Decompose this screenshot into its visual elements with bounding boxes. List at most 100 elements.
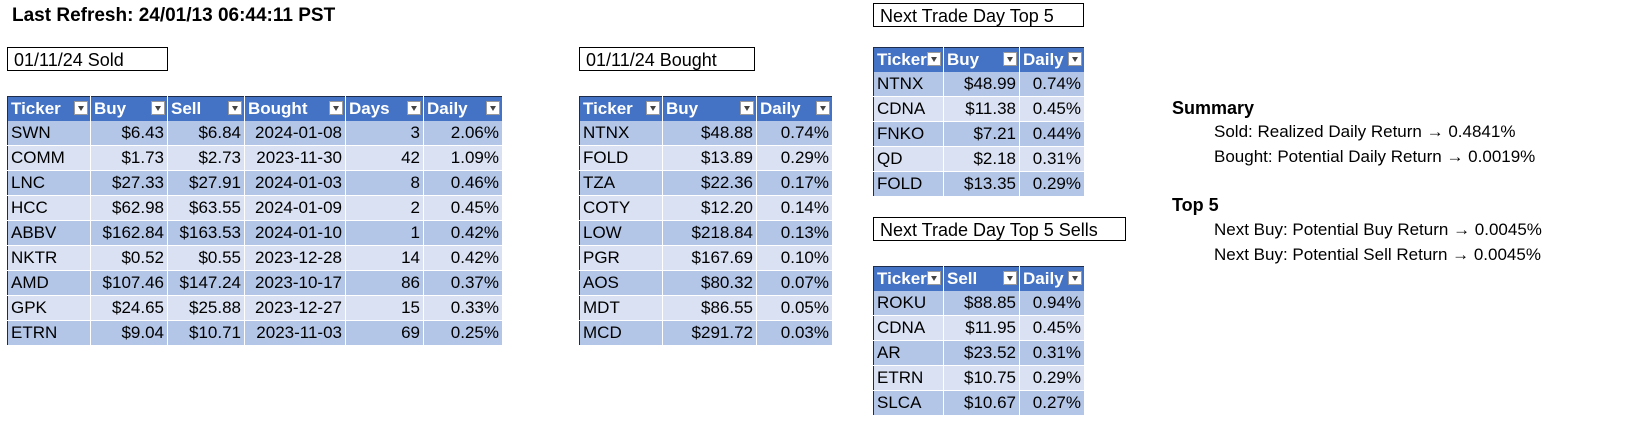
table-cell[interactable]: ETRN <box>873 365 944 391</box>
table-cell[interactable]: $27.33 <box>90 170 168 196</box>
table-cell[interactable]: ABBV <box>7 220 91 246</box>
table-cell[interactable]: 2023-10-17 <box>244 270 346 296</box>
filter-dropdown-icon[interactable] <box>927 271 941 285</box>
top5-label[interactable]: Next Trade Day Top 5 <box>873 3 1084 27</box>
table-cell[interactable]: QD <box>873 146 944 172</box>
column-header[interactable]: Ticker <box>873 266 944 291</box>
table-cell[interactable]: 0.37% <box>423 270 503 296</box>
table-cell[interactable]: $22.36 <box>662 170 757 196</box>
table-cell[interactable]: 0.45% <box>1019 315 1085 341</box>
table-cell[interactable]: MCD <box>579 320 663 346</box>
table-cell[interactable]: 0.45% <box>1019 96 1085 122</box>
table-cell[interactable]: NTNX <box>579 121 663 146</box>
table-cell[interactable]: 2 <box>345 195 424 221</box>
table-cell[interactable]: HCC <box>7 195 91 221</box>
table-cell[interactable]: ROKU <box>873 291 944 316</box>
filter-dropdown-icon[interactable] <box>151 101 165 115</box>
table-cell[interactable]: 2023-11-30 <box>244 145 346 171</box>
table-cell[interactable]: $147.24 <box>167 270 245 296</box>
table-cell[interactable]: $27.91 <box>167 170 245 196</box>
table-cell[interactable]: $63.55 <box>167 195 245 221</box>
filter-dropdown-icon[interactable] <box>927 52 941 66</box>
table-cell[interactable]: $2.18 <box>943 146 1020 172</box>
table-cell[interactable]: 2024-01-08 <box>244 121 346 146</box>
table-cell[interactable]: 0.07% <box>756 270 833 296</box>
table-cell[interactable]: 2024-01-09 <box>244 195 346 221</box>
table-cell[interactable]: $2.73 <box>167 145 245 171</box>
column-header[interactable]: Ticker <box>873 47 944 72</box>
column-header[interactable]: Daily <box>756 96 833 121</box>
bought-label[interactable]: 01/11/24 Bought <box>579 47 755 71</box>
filter-dropdown-icon[interactable] <box>74 101 88 115</box>
table-cell[interactable]: $25.88 <box>167 295 245 321</box>
table-cell[interactable]: $13.35 <box>943 171 1020 197</box>
filter-dropdown-icon[interactable] <box>329 101 343 115</box>
table-cell[interactable]: CDNA <box>873 96 944 122</box>
table-cell[interactable]: 0.17% <box>756 170 833 196</box>
table-cell[interactable]: 3 <box>345 121 424 146</box>
table-cell[interactable]: $162.84 <box>90 220 168 246</box>
table-cell[interactable]: 0.10% <box>756 245 833 271</box>
table-cell[interactable]: 0.33% <box>423 295 503 321</box>
table-cell[interactable]: 0.46% <box>423 170 503 196</box>
table-cell[interactable]: $80.32 <box>662 270 757 296</box>
column-header[interactable]: Buy <box>90 96 168 121</box>
table-cell[interactable]: 2023-11-03 <box>244 320 346 346</box>
table-cell[interactable]: $107.46 <box>90 270 168 296</box>
table-cell[interactable]: 0.25% <box>423 320 503 346</box>
table-cell[interactable]: $6.43 <box>90 121 168 146</box>
table-cell[interactable]: 0.14% <box>756 195 833 221</box>
column-header[interactable]: Ticker <box>7 96 91 121</box>
table-cell[interactable]: 0.29% <box>1019 365 1085 391</box>
column-header[interactable]: Ticker <box>579 96 663 121</box>
table-cell[interactable]: AMD <box>7 270 91 296</box>
table-cell[interactable]: $24.65 <box>90 295 168 321</box>
column-header[interactable]: Bought <box>244 96 346 121</box>
table-cell[interactable]: 0.13% <box>756 220 833 246</box>
table-cell[interactable]: 69 <box>345 320 424 346</box>
table-cell[interactable]: 0.29% <box>756 145 833 171</box>
filter-dropdown-icon[interactable] <box>1003 271 1017 285</box>
table-cell[interactable]: COTY <box>579 195 663 221</box>
filter-dropdown-icon[interactable] <box>407 101 421 115</box>
table-cell[interactable]: PGR <box>579 245 663 271</box>
table-cell[interactable]: 2023-12-28 <box>244 245 346 271</box>
table-cell[interactable]: 0.42% <box>423 245 503 271</box>
column-header[interactable]: Daily <box>1019 47 1085 72</box>
table-cell[interactable]: 0.44% <box>1019 121 1085 147</box>
table-cell[interactable]: GPK <box>7 295 91 321</box>
table-cell[interactable]: 15 <box>345 295 424 321</box>
table-cell[interactable]: $11.38 <box>943 96 1020 122</box>
filter-dropdown-icon[interactable] <box>646 101 660 115</box>
table-cell[interactable]: COMM <box>7 145 91 171</box>
table-cell[interactable]: 14 <box>345 245 424 271</box>
column-header[interactable]: Daily <box>423 96 503 121</box>
table-cell[interactable]: 0.27% <box>1019 390 1085 416</box>
table-cell[interactable]: FOLD <box>873 171 944 197</box>
sold-label[interactable]: 01/11/24 Sold <box>7 47 168 71</box>
filter-dropdown-icon[interactable] <box>740 101 754 115</box>
table-cell[interactable]: $167.69 <box>662 245 757 271</box>
column-header[interactable]: Sell <box>167 96 245 121</box>
table-cell[interactable]: ETRN <box>7 320 91 346</box>
table-cell[interactable]: $6.84 <box>167 121 245 146</box>
filter-dropdown-icon[interactable] <box>1068 52 1082 66</box>
table-cell[interactable]: $218.84 <box>662 220 757 246</box>
table-cell[interactable]: $88.85 <box>943 291 1020 316</box>
top5-sells-label[interactable]: Next Trade Day Top 5 Sells <box>873 217 1126 241</box>
table-cell[interactable]: 0.29% <box>1019 171 1085 197</box>
table-cell[interactable]: 0.05% <box>756 295 833 321</box>
table-cell[interactable]: $48.99 <box>943 72 1020 97</box>
filter-dropdown-icon[interactable] <box>816 101 830 115</box>
table-cell[interactable]: AR <box>873 340 944 366</box>
filter-dropdown-icon[interactable] <box>486 101 500 115</box>
column-header[interactable]: Buy <box>943 47 1020 72</box>
table-cell[interactable]: 2024-01-03 <box>244 170 346 196</box>
table-cell[interactable]: 0.31% <box>1019 340 1085 366</box>
table-cell[interactable]: AOS <box>579 270 663 296</box>
table-cell[interactable]: $10.71 <box>167 320 245 346</box>
table-cell[interactable]: 0.03% <box>756 320 833 346</box>
table-cell[interactable]: 0.31% <box>1019 146 1085 172</box>
table-cell[interactable]: FOLD <box>579 145 663 171</box>
table-cell[interactable]: $11.95 <box>943 315 1020 341</box>
